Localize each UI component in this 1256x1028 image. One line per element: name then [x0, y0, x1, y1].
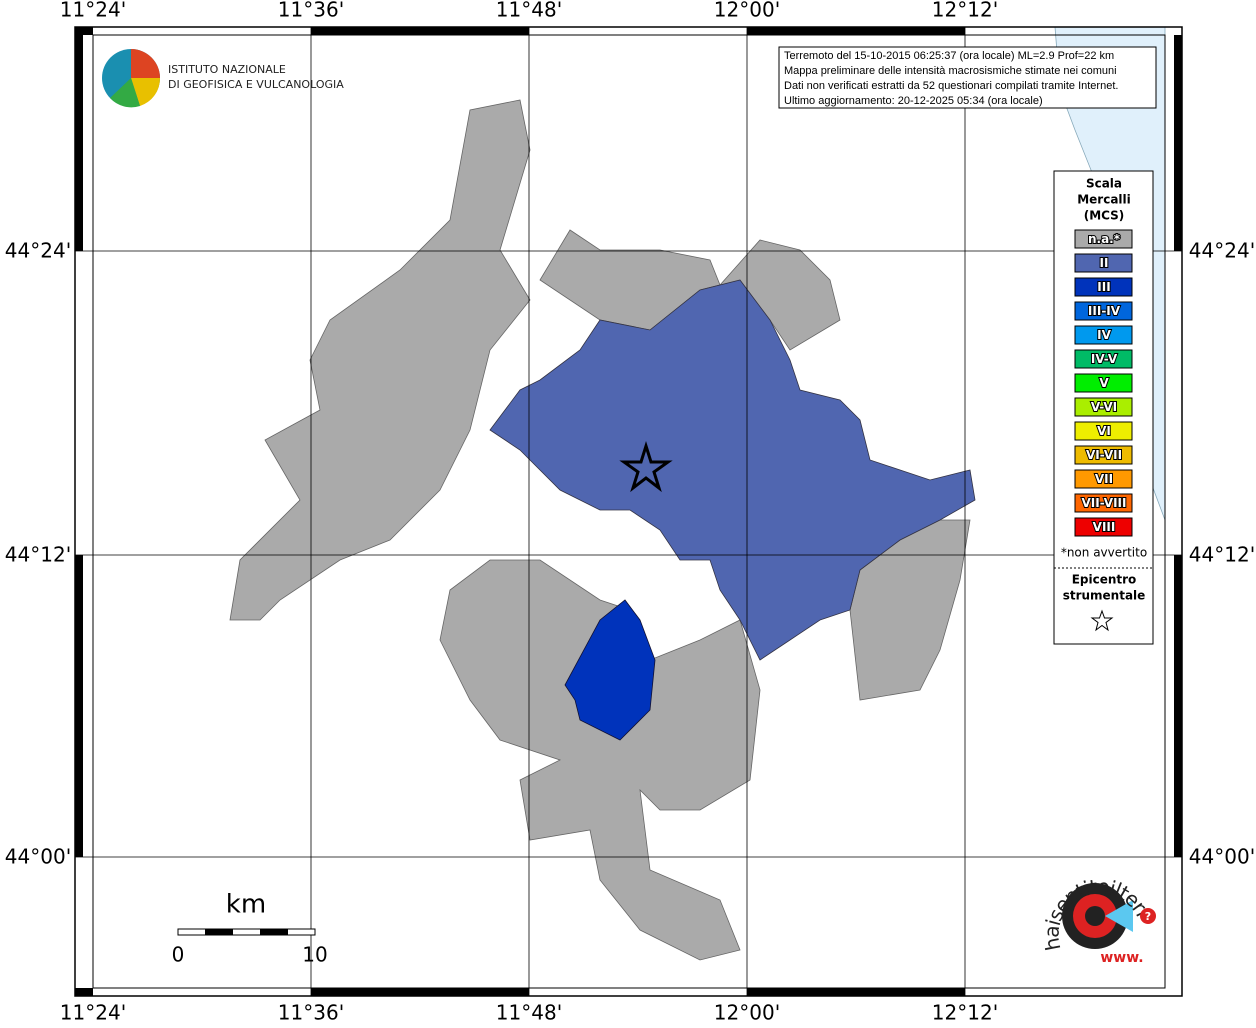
logo-core [1085, 906, 1105, 926]
lat-label: 44°12' [5, 543, 71, 567]
frame-inner [92, 34, 1166, 989]
frame-band [311, 988, 529, 996]
logo-help-bg [1140, 908, 1156, 924]
legend-label: IV-V [1091, 352, 1118, 366]
scale-label: 10 [302, 943, 327, 967]
legend-epicenter: Epicentro [1072, 573, 1137, 587]
info-line: Terremoto del 15-10-2015 06:25:37 (ora l… [784, 50, 1114, 62]
legend-swatch [1074, 373, 1133, 393]
info-box: Terremoto del 15-10-2015 06:25:37 (ora l… [778, 46, 1157, 109]
frame [74, 26, 1183, 997]
legend-label: VII-VIII [1081, 496, 1126, 510]
legend-swatch [1074, 469, 1133, 489]
scale-label: 0 [172, 943, 185, 967]
lon-label: 12°12' [932, 1001, 998, 1025]
lat-label: 44°24' [1189, 239, 1255, 263]
legend-label: V-VI [1091, 400, 1117, 414]
scale-unit: km [226, 890, 266, 920]
legend-swatch [1074, 445, 1133, 465]
logo-beam [1105, 900, 1133, 932]
legend-label: IV [1097, 328, 1111, 342]
legend-swatch [1074, 349, 1133, 369]
scale-body [177, 928, 316, 936]
site-prefix: www. [1100, 950, 1143, 966]
scale-bar: km 0 10 [172, 890, 328, 967]
logo-text: ISTITUTO NAZIONALE [168, 63, 286, 76]
ingv-logo: ISTITUTO NAZIONALE DI GEOFISICA E VULCAN… [102, 49, 344, 108]
legend-swatch [1074, 493, 1133, 513]
legend-swatch [1074, 277, 1133, 297]
legend-swatch [1074, 253, 1133, 273]
frame-outer [74, 26, 1183, 997]
legend-label: VI-VII [1086, 448, 1122, 462]
logo-globe-part [131, 78, 161, 106]
legend-title: Scala [1086, 177, 1122, 191]
region [439, 559, 761, 961]
frame-band [75, 27, 93, 35]
legend-swatch [1074, 421, 1133, 441]
legend-label: III-IV [1088, 304, 1121, 318]
frame-band [75, 988, 93, 996]
lon-label: 12°00' [714, 1001, 780, 1025]
grid [75, 27, 1182, 996]
lon-label: 11°48' [496, 1001, 562, 1025]
legend-epicenter: strumentale [1063, 589, 1146, 603]
legend-label: VII [1095, 472, 1113, 486]
scale-segment [205, 929, 233, 935]
epicenter-star [619, 440, 673, 493]
scale-segment [260, 929, 288, 935]
legend-swatch [1074, 397, 1133, 417]
legend-label: n.a.* [1088, 232, 1121, 246]
region [229, 99, 531, 621]
legend-star [1090, 609, 1114, 632]
lon-label: 11°48' [496, 0, 562, 22]
legend-label: III [1097, 280, 1110, 294]
info-frame [778, 46, 1157, 109]
legend-title: (MCS) [1084, 209, 1125, 223]
frame-band [75, 35, 83, 251]
coordinates: 11°24' 11°36' 11°48' 12°00' 12°12' 11°24… [5, 0, 1255, 1025]
legend-note: *non avvertito [1061, 546, 1147, 560]
legend-label: II [1100, 256, 1109, 270]
legend-label: VI [1097, 424, 1111, 438]
region [564, 599, 656, 741]
legend-swatch [1074, 325, 1133, 345]
region [719, 239, 841, 351]
regions [229, 99, 976, 961]
logo-globe-part [131, 49, 160, 78]
frame-band [311, 27, 529, 35]
legend-label: V [1099, 376, 1109, 390]
lon-label: 12°12' [932, 0, 998, 22]
logo-globe-part [110, 78, 140, 108]
lon-label: 11°36' [278, 0, 344, 22]
info-line: Ultimo aggiornamento: 20-12-2025 05:34 (… [784, 95, 1043, 107]
frame-band [747, 988, 965, 996]
lat-label: 44°24' [5, 239, 71, 263]
frame-band [1174, 35, 1182, 251]
info-line: Dati non verificati estratti da 52 quest… [784, 80, 1118, 92]
logo-text: DI GEOFISICA E VULCANOLOGIA [168, 78, 344, 91]
region [489, 279, 976, 661]
info-line: Mappa preliminare delle intensità macros… [784, 65, 1117, 77]
lat-label: 44°00' [5, 845, 71, 869]
legend-swatch [1074, 517, 1133, 537]
lat-label: 44°00' [1189, 845, 1255, 869]
legend-swatch [1074, 301, 1133, 321]
frame-band [1174, 555, 1182, 857]
legend-label: VIII [1093, 520, 1116, 534]
frame-band [75, 555, 83, 857]
legend-swatch [1074, 229, 1133, 249]
legend-title: Mercalli [1077, 193, 1131, 207]
legend: Scala Mercalli (MCS) *non avvertito Epic… [1053, 170, 1154, 645]
lon-label: 11°24' [60, 1001, 126, 1025]
lon-label: 11°24' [60, 0, 126, 22]
lon-label: 12°00' [714, 0, 780, 22]
frame-band [747, 27, 965, 35]
lon-label: 11°36' [278, 1001, 344, 1025]
site-mark: ? [1145, 910, 1151, 923]
lat-label: 44°12' [1189, 543, 1255, 567]
